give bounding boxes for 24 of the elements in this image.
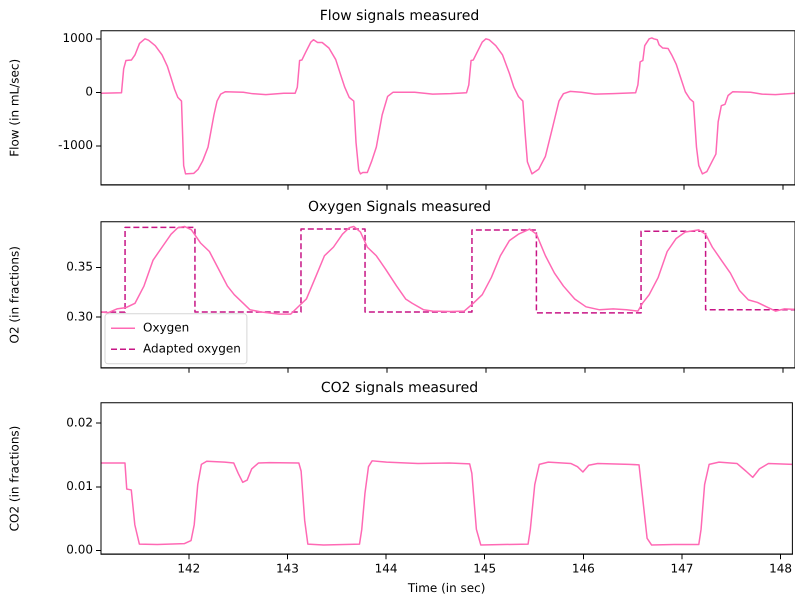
y-tick-label: -1000 <box>58 138 93 152</box>
y-axis-title: O2 (in fractions) <box>7 246 22 344</box>
y-tick-label: 0.01 <box>66 478 93 493</box>
y-tick-label: 0.30 <box>66 309 93 324</box>
y-axis-title: Flow (in mL/sec) <box>7 58 22 157</box>
x-tick-label: 145 <box>473 562 496 576</box>
chart-title: Oxygen Signals measured <box>308 199 492 216</box>
x-tick-label: 148 <box>769 562 792 576</box>
legend-label: Adapted oxygen <box>143 341 241 356</box>
y-tick-label: 1000 <box>62 30 93 45</box>
y-tick-label: 0.02 <box>66 415 93 430</box>
y-axis-title: CO2 (in fractions) <box>7 426 22 532</box>
legend-label: Oxygen <box>143 320 190 334</box>
x-axis-title: Time (in sec) <box>406 580 486 595</box>
y-tick-label: 0.35 <box>66 260 93 274</box>
y-tick-label: 0.00 <box>66 542 93 557</box>
x-tick-label: 144 <box>374 562 398 576</box>
x-tick-label: 142 <box>177 562 200 576</box>
y-tick-label: 0 <box>85 84 93 98</box>
chart-title: CO2 signals measured <box>320 380 478 396</box>
x-tick-label: 146 <box>572 562 595 576</box>
x-tick-label: 143 <box>276 562 299 576</box>
chart-title: Flow signals measured <box>320 8 480 24</box>
x-tick-label: 147 <box>670 562 694 576</box>
